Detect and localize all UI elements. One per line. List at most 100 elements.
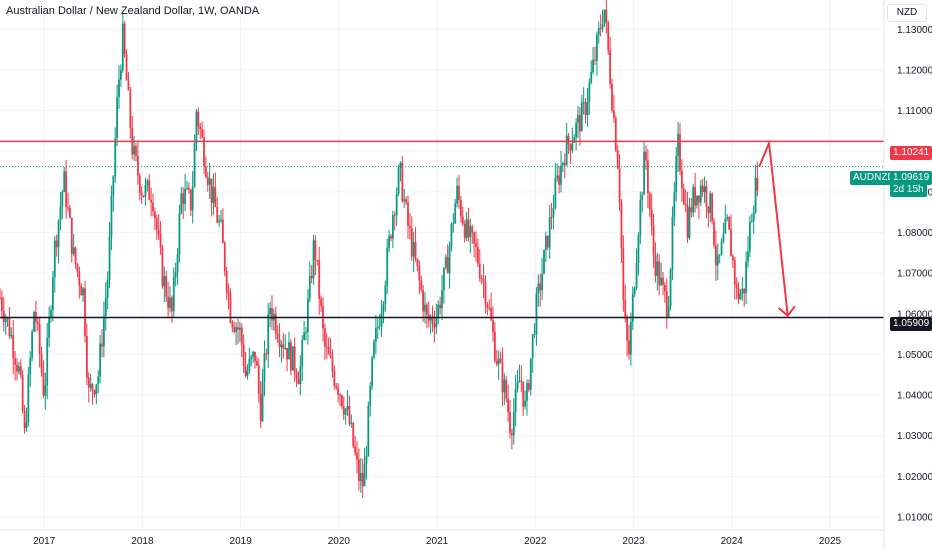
candle-body — [244, 366, 247, 376]
candle-body — [616, 150, 619, 169]
candle-body — [254, 351, 256, 362]
candle-body — [231, 322, 234, 328]
candle-body — [594, 59, 596, 61]
candle-body — [501, 362, 504, 393]
candle-body — [165, 276, 168, 297]
candle-body — [733, 259, 736, 285]
candle-body — [756, 177, 759, 191]
candle-body — [378, 326, 381, 328]
candle-body — [512, 411, 515, 436]
candle-body — [645, 151, 647, 161]
candle-body — [299, 366, 302, 384]
candle-body — [325, 346, 328, 348]
candle-body — [242, 344, 245, 367]
candle-body — [369, 386, 372, 406]
candle-body — [337, 387, 340, 395]
candle-body — [662, 277, 664, 285]
candle-body — [257, 365, 260, 394]
currency-selector[interactable]: NZD — [887, 4, 927, 22]
candle-body — [104, 297, 107, 317]
candle-body — [286, 347, 289, 360]
candle-body — [155, 218, 158, 230]
candle-body — [412, 242, 415, 257]
candle-body — [475, 243, 477, 247]
projection-arrowhead — [778, 305, 796, 318]
candles — [0, 0, 759, 498]
candle-body — [297, 379, 300, 384]
candle-body — [339, 394, 341, 396]
candle-body — [42, 372, 45, 396]
candle-body — [354, 446, 357, 453]
candle-body — [308, 276, 311, 299]
candle-body — [459, 199, 462, 217]
candle-body — [172, 277, 175, 312]
candle-body — [235, 327, 238, 332]
candle-body — [108, 236, 111, 280]
y-tick-label: 1.13000 — [897, 25, 932, 36]
candle-body — [565, 135, 568, 166]
candle-body — [482, 278, 485, 283]
candle-body — [333, 371, 336, 386]
candle-body — [0, 297, 3, 312]
candle-body — [569, 144, 572, 151]
candle-body — [284, 347, 287, 349]
candle-body — [282, 344, 285, 349]
candle-body — [535, 293, 538, 335]
candle-body — [665, 291, 668, 317]
candle-body — [89, 384, 92, 388]
candle-body — [21, 374, 24, 411]
candle-body — [329, 354, 332, 357]
chart-title: Australian Dollar / New Zealand Dollar, … — [6, 5, 260, 17]
candle-body — [722, 233, 725, 242]
resistance-price-tag: 1.10241 — [890, 146, 932, 160]
candle-body — [526, 383, 528, 401]
candle-body — [425, 304, 428, 315]
candle-body — [543, 249, 545, 274]
candle-body — [684, 204, 687, 206]
candle-body — [422, 289, 425, 312]
candle-body — [85, 335, 88, 378]
candle-body — [195, 111, 198, 144]
candle-body — [70, 217, 73, 254]
candle-body — [388, 235, 391, 248]
candle-body — [467, 219, 470, 238]
candle-body — [289, 342, 292, 371]
candle-body — [221, 219, 224, 243]
candle-body — [136, 155, 139, 176]
candle-body — [363, 463, 366, 487]
last-price-tag: 1.09619 — [890, 171, 932, 185]
candle-body — [114, 137, 117, 177]
candle-body — [123, 23, 126, 55]
x-tick-label: 2017 — [33, 536, 56, 547]
candle-body — [335, 385, 338, 388]
candle-body — [539, 283, 542, 291]
y-tick-label: 1.05000 — [897, 350, 932, 361]
candle-body — [142, 195, 145, 197]
candle-body — [208, 178, 211, 185]
candle-body — [663, 284, 666, 292]
candle-body — [499, 358, 502, 363]
candle-body — [152, 202, 154, 212]
x-tick-label: 2019 — [230, 536, 253, 547]
candle-body — [214, 187, 217, 208]
y-axis: 1.130001.120001.110001.100001.090001.080… — [883, 0, 932, 550]
candle-body — [648, 193, 651, 210]
candle-body — [305, 332, 307, 334]
candle-body — [116, 97, 119, 138]
candle-body — [163, 276, 166, 287]
candle-body — [680, 170, 683, 189]
candle-body — [439, 304, 442, 309]
candle-body — [507, 398, 510, 413]
candle-body — [67, 207, 69, 209]
candle-body — [16, 364, 18, 372]
candle-body — [267, 314, 270, 355]
candle-body — [373, 341, 375, 358]
candle-body — [516, 382, 519, 389]
candle-body — [458, 185, 460, 200]
candle-body — [182, 193, 185, 204]
candle-body — [527, 383, 530, 390]
candle-body — [357, 459, 360, 482]
x-tick-label: 2020 — [328, 536, 351, 547]
candle-body — [295, 372, 298, 380]
